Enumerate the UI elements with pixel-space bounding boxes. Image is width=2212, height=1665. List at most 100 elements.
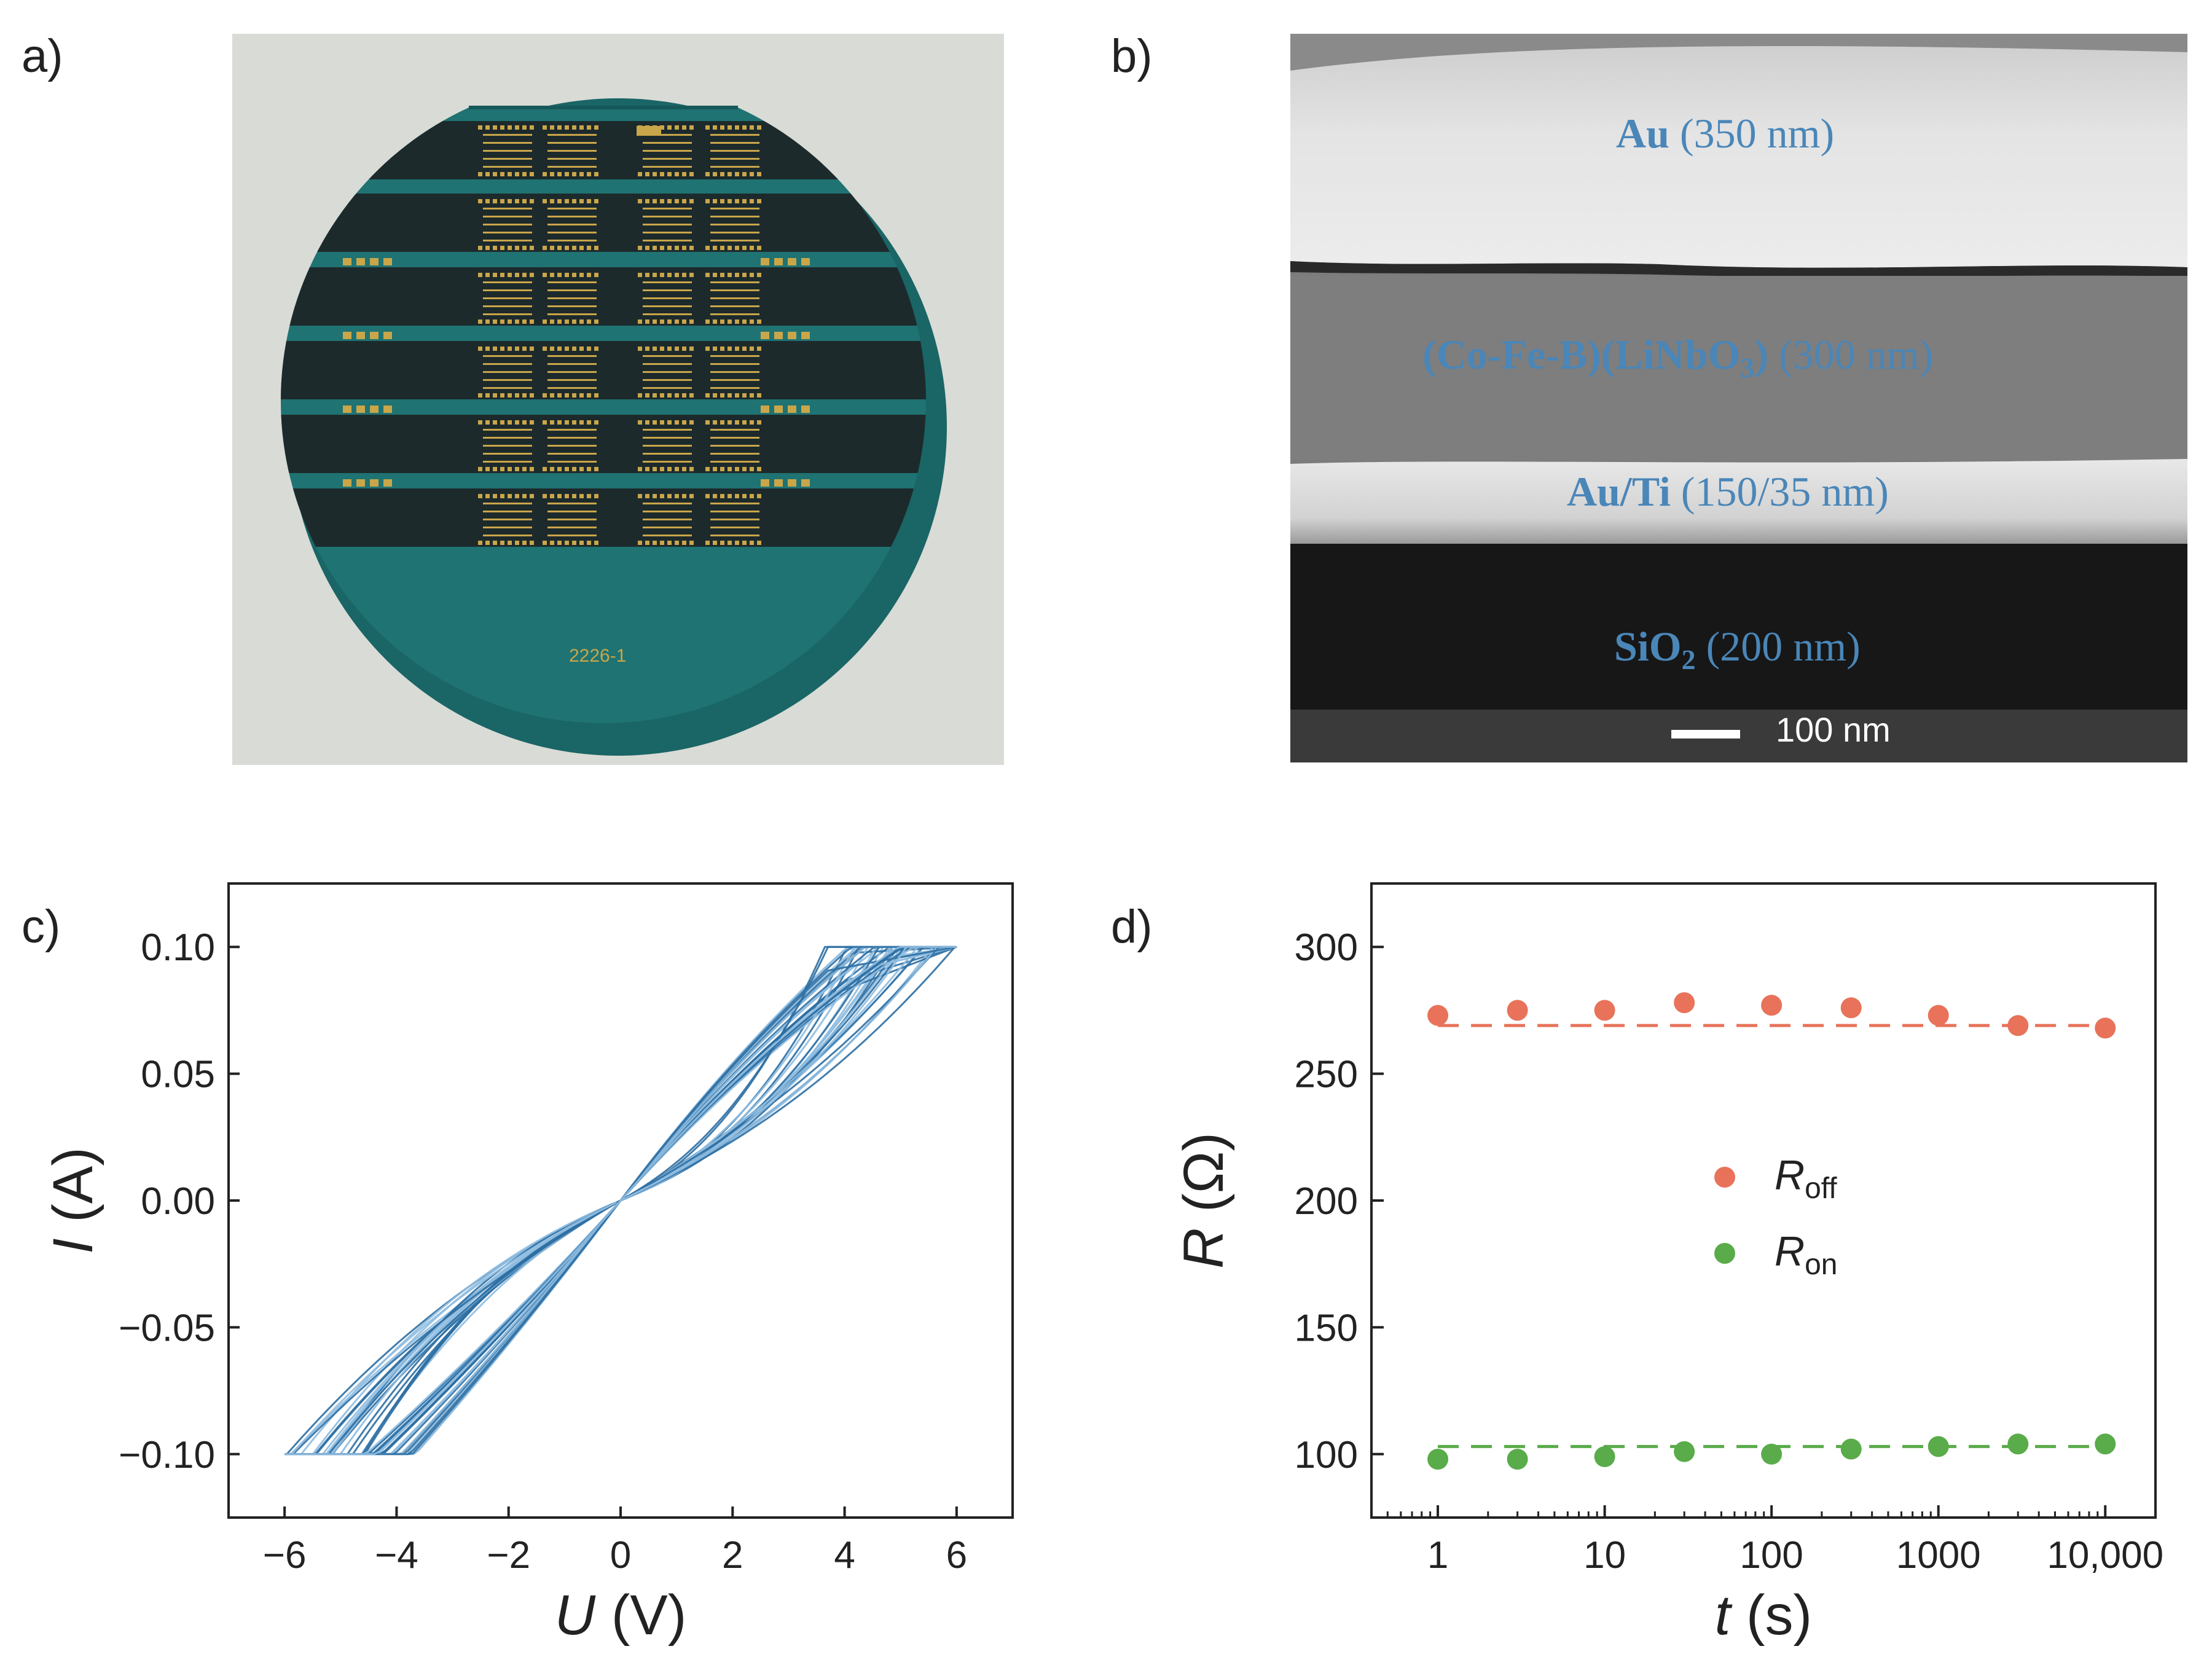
contact-pad	[667, 172, 672, 176]
contact-pad	[705, 319, 710, 324]
contact-pad	[660, 125, 664, 130]
electrode-line	[710, 297, 759, 299]
electrode-line	[643, 142, 692, 144]
contact-pad	[485, 273, 490, 277]
contact-pad	[742, 467, 747, 471]
contact-pad	[508, 541, 512, 545]
contact-pad	[689, 420, 694, 425]
electrode-line	[710, 150, 759, 152]
electrode-line	[643, 535, 692, 536]
electrode-line	[483, 511, 532, 512]
contact-pad	[587, 172, 591, 176]
contact-pad	[530, 393, 534, 398]
contact-pad	[660, 420, 664, 425]
contact-pad	[530, 467, 534, 471]
contact-pad	[508, 467, 512, 471]
iu-ylabel: I (A)	[42, 1147, 104, 1254]
contact-pad	[565, 199, 569, 203]
contact-pad	[660, 319, 664, 324]
contact-pad	[728, 420, 732, 425]
sem-label-nanocomposite: (Co-Fe-B)(LiNbO3) (300 nm)	[1422, 331, 1933, 383]
contact-pad	[720, 125, 724, 130]
sem-layer-sio2	[1290, 544, 2187, 710]
electrode-line	[483, 150, 532, 152]
contact-pad	[675, 347, 679, 351]
contact-pad	[522, 347, 527, 351]
contact-pad	[713, 541, 717, 545]
contact-pad	[720, 494, 724, 498]
contact-pad	[500, 273, 504, 277]
rt-point-R_on	[2095, 1433, 2116, 1455]
contact-pad	[515, 420, 519, 425]
contact-pad	[742, 125, 747, 130]
electrode-line	[643, 134, 692, 136]
contact-pad	[713, 199, 717, 203]
contact-pad	[515, 467, 519, 471]
contact-pad	[735, 541, 739, 545]
iu-xtick-label: −2	[487, 1534, 530, 1577]
contact-pad	[750, 420, 754, 425]
contact-pad	[500, 125, 504, 130]
contact-pad	[579, 541, 584, 545]
electrode-line	[547, 142, 597, 144]
contact-pad	[478, 246, 482, 250]
rt-point-R_off	[2007, 1015, 2029, 1036]
electrode-line	[710, 289, 759, 291]
contact-pad	[478, 393, 482, 398]
rt-ytick-label: 250	[1295, 1054, 1358, 1096]
contact-pad	[485, 319, 490, 324]
contact-pad	[515, 273, 519, 277]
contact-pad	[728, 125, 732, 130]
contact-pad	[720, 172, 724, 176]
contact-pad	[343, 405, 351, 413]
contact-pad	[713, 420, 717, 425]
rt-point-R_on	[1761, 1443, 1783, 1465]
panel-label-c: c)	[22, 901, 61, 953]
contact-pad	[638, 246, 642, 250]
electrode-line	[547, 158, 597, 160]
contact-pad	[638, 420, 642, 425]
electrode-line	[483, 208, 532, 210]
electrode-line	[547, 445, 597, 447]
contact-pad	[594, 494, 598, 498]
electrode-line	[547, 535, 597, 536]
contact-pad	[660, 246, 664, 250]
contact-pad	[565, 541, 569, 545]
contact-pad	[557, 246, 562, 250]
contact-pad	[530, 273, 534, 277]
sem-scale-bar-label: 100 nm	[1776, 710, 1891, 749]
panel-label-a: a)	[22, 30, 63, 82]
contact-pad	[557, 125, 562, 130]
contact-pad	[667, 347, 672, 351]
contact-pad	[742, 246, 747, 250]
electrode-line	[710, 142, 759, 144]
contact-pad	[530, 319, 534, 324]
contact-pad	[713, 172, 717, 176]
panel-label-d: d)	[1111, 901, 1153, 953]
contact-pad	[579, 494, 584, 498]
contact-pad	[675, 246, 679, 250]
contact-pad	[594, 273, 598, 277]
contact-pad	[660, 172, 664, 176]
contact-pad	[543, 541, 547, 545]
iu-xlabel: U (V)	[555, 1584, 687, 1647]
contact-pad	[515, 199, 519, 203]
contact-pad	[713, 273, 717, 277]
electrode-line	[643, 519, 692, 520]
contact-pad	[653, 494, 657, 498]
contact-pad	[757, 125, 761, 130]
film-stripe	[281, 488, 926, 547]
contact-pad	[682, 347, 686, 351]
wafer-photo: 2226-1	[232, 34, 1004, 765]
wafer-marking: 2226-1	[569, 646, 626, 666]
contact-pad	[500, 494, 504, 498]
electrode-line	[483, 535, 532, 536]
contact-pad	[675, 319, 679, 324]
contact-pad	[565, 420, 569, 425]
contact-pad	[761, 258, 769, 265]
rt-ylabel: R (Ω)	[1172, 1132, 1235, 1269]
rt-ytick-label: 300	[1295, 927, 1358, 969]
electrode-line	[547, 503, 597, 504]
contact-pad	[660, 541, 664, 545]
contact-pad	[485, 494, 490, 498]
